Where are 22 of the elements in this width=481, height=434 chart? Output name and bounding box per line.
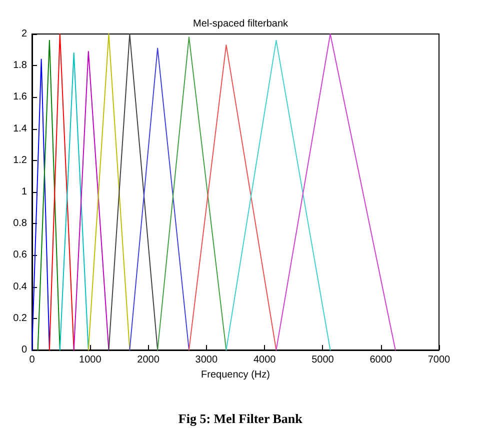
x-tick-label: 3000 bbox=[195, 354, 218, 366]
y-tick-label: 0.6 bbox=[13, 250, 28, 261]
y-tick-label: 1.8 bbox=[13, 60, 28, 72]
y-tick-label: 2 bbox=[21, 28, 28, 40]
y-tick-label: 0.4 bbox=[13, 281, 28, 292]
x-tick-label: 1000 bbox=[79, 354, 102, 366]
caption: Fig 5: Mel Filter Bank bbox=[178, 411, 304, 426]
x-axis-title: Frequency (Hz) bbox=[201, 369, 270, 380]
y-tick-label: 0 bbox=[21, 344, 28, 356]
y-tick-label: 0.8 bbox=[13, 218, 28, 230]
x-tick-label: 6000 bbox=[370, 354, 392, 366]
y-tick-label: 1.6 bbox=[13, 92, 28, 103]
x-tick-label: 2000 bbox=[137, 354, 160, 366]
x-tick-label: 5000 bbox=[312, 354, 334, 366]
x-tick-label: 0 bbox=[29, 354, 36, 366]
x-tick-label: 4000 bbox=[253, 354, 276, 366]
y-tick-label: 1.2 bbox=[13, 154, 28, 166]
y-tick-label: 1.4 bbox=[13, 123, 28, 134]
x-tick-label: 7000 bbox=[428, 354, 451, 366]
y-tick-label: 1 bbox=[21, 186, 28, 198]
y-tick-label: 0.2 bbox=[13, 312, 28, 324]
chart-title: Mel-spaced filterbank bbox=[192, 18, 290, 30]
